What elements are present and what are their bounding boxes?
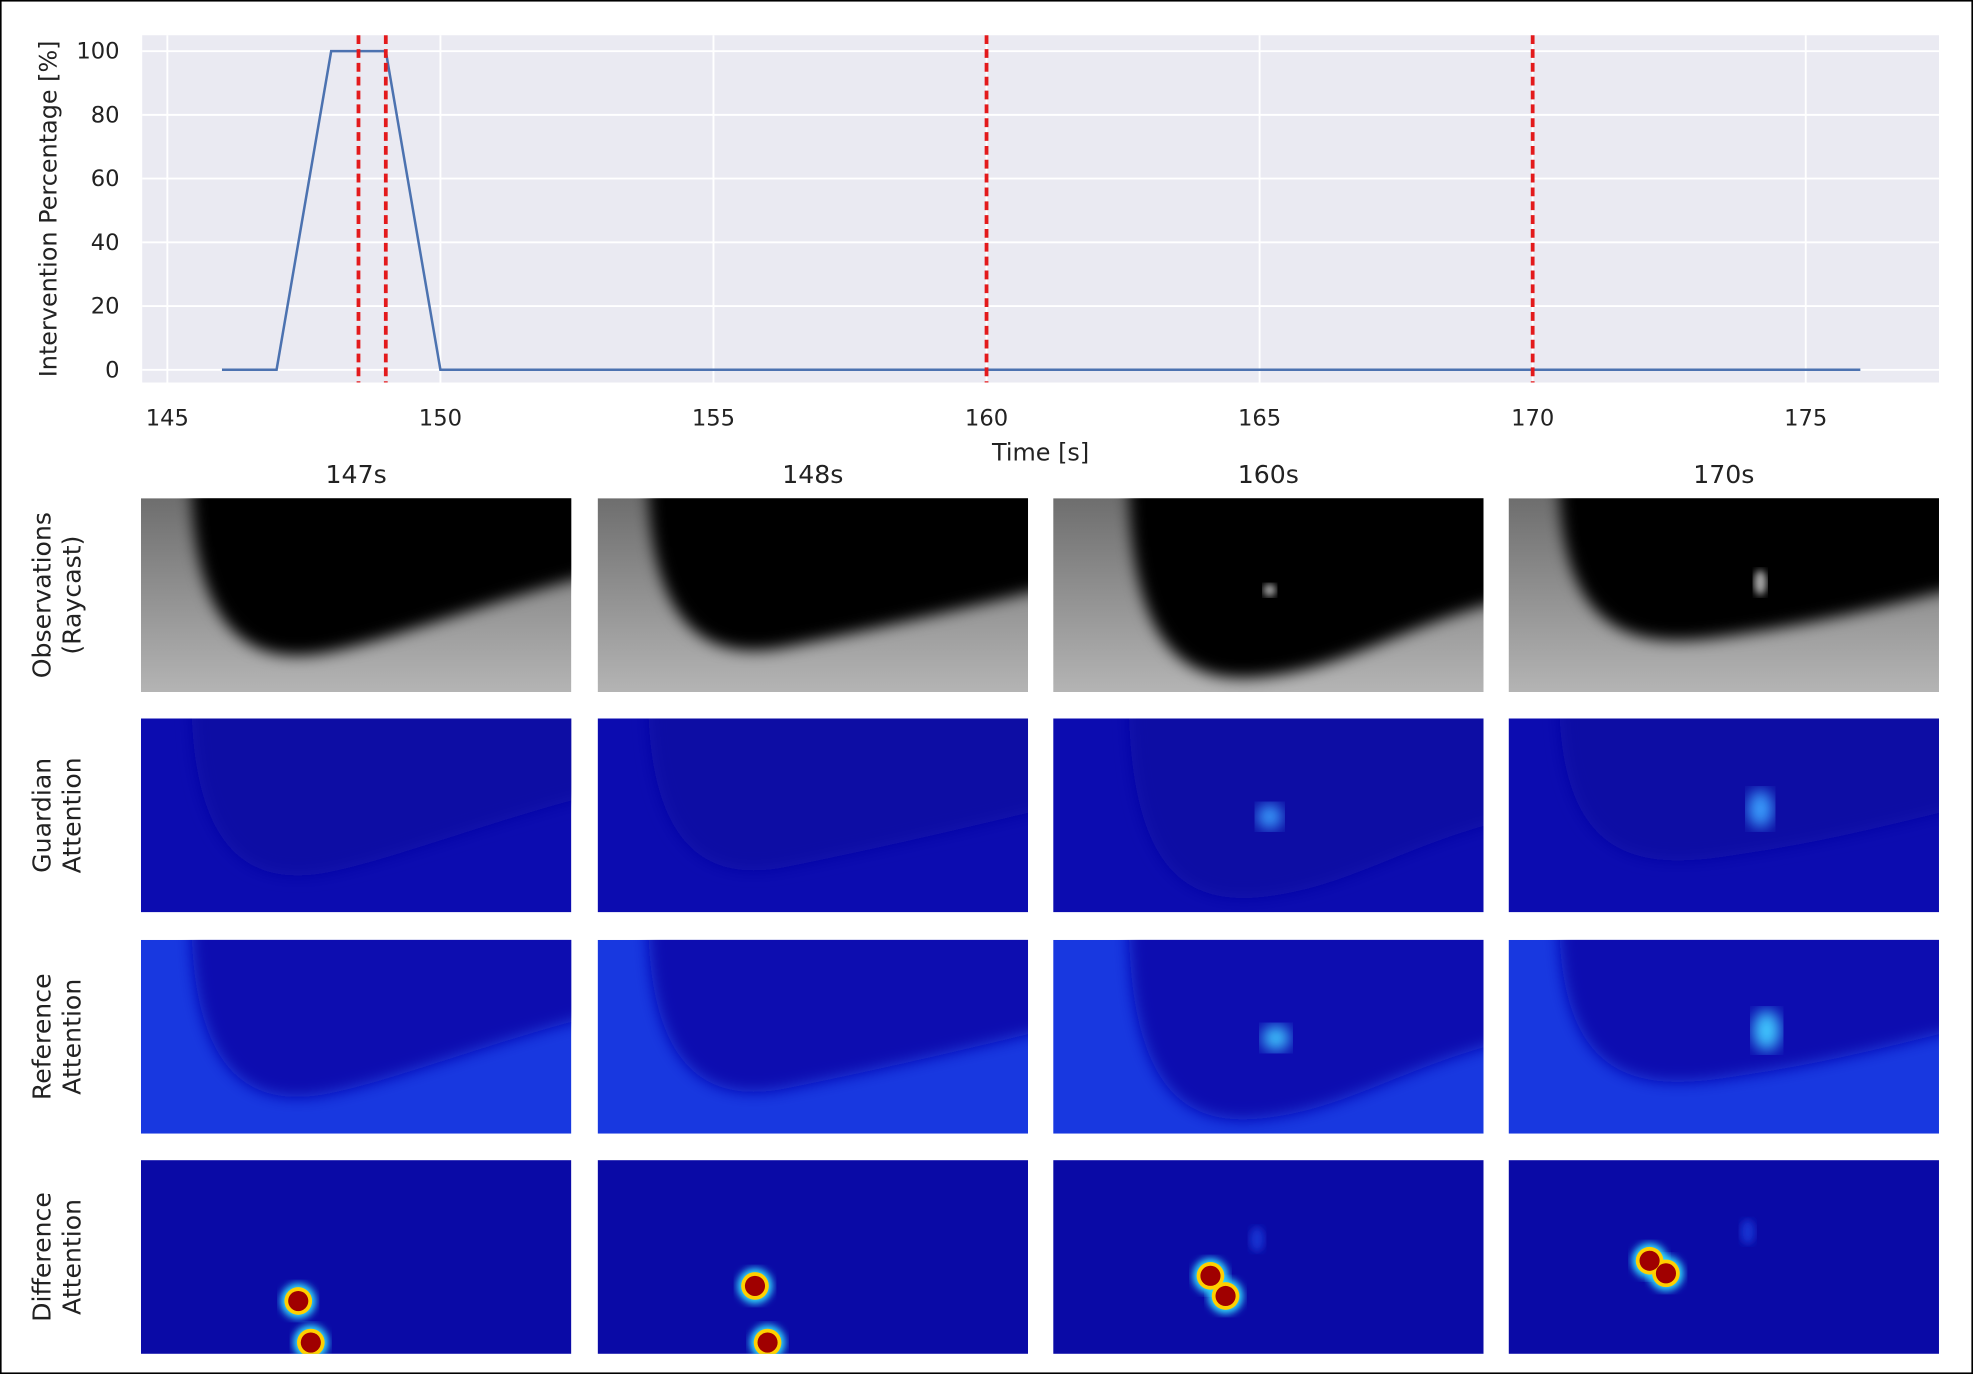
row-label: Attention [58,979,87,1095]
x-tick-label: 150 [419,405,462,431]
image-region [191,498,572,656]
y-tick-label: 80 [91,102,120,128]
image-panel [1508,1160,1939,1354]
plot-background [142,35,1939,383]
blob-core [1655,1263,1677,1284]
image-spot [1257,804,1283,830]
x-tick-label: 175 [1784,405,1827,431]
image-spot [1754,569,1767,596]
image-panel [597,1160,1029,1354]
image-bg [597,1160,1029,1354]
blob-core [1200,1265,1221,1286]
image-bg [140,1160,572,1354]
image-region [1559,498,1939,641]
blob-core [300,1332,321,1353]
image-spot [1747,790,1773,828]
blob-core [1215,1285,1236,1307]
column-title: 148s [782,460,843,489]
image-spot [1752,1010,1781,1051]
row-label: Reference [27,973,56,1100]
image-region [1129,939,1484,1120]
image-panel [1508,718,1939,913]
y-axis-label: Intervention Percentage [%] [35,40,63,377]
image-spot [1262,1025,1290,1051]
x-tick-label: 160 [965,405,1008,431]
y-tick-label: 0 [105,357,119,383]
image-region [648,498,1029,651]
image-panel [1053,1160,1484,1354]
image-region [1129,718,1484,899]
blob-core [288,1290,309,1312]
image-panel [597,939,1029,1134]
blob-core [1639,1250,1660,1271]
image-panel [597,718,1029,913]
blob-core [744,1275,766,1296]
image-region [648,939,1029,1092]
image-bg [1508,1160,1939,1354]
image-spot [1740,1219,1756,1245]
image-bg [1053,1160,1484,1354]
image-panel [1053,498,1484,693]
y-tick-label: 40 [91,230,120,256]
row-label: Observations [27,512,56,678]
image-panel [1053,718,1484,913]
y-tick-label: 100 [76,39,119,65]
blob-core [757,1332,778,1353]
image-region [1129,498,1484,678]
x-tick-label: 165 [1238,405,1281,431]
image-region [1559,718,1939,861]
image-panel [140,718,572,913]
image-region [191,939,572,1097]
image-panel [1508,939,1939,1134]
image-panel [140,939,572,1134]
image-region [1559,939,1939,1082]
x-tick-label: 155 [692,405,735,431]
column-title: 160s [1238,460,1299,489]
row-label: Difference [27,1192,56,1322]
image-spot [1249,1226,1265,1252]
image-panel [1508,498,1939,693]
image-panel [140,1160,572,1354]
row-label: Attention [58,1199,87,1315]
image-spot [1263,583,1276,597]
x-tick-label: 170 [1511,405,1554,431]
column-title: 147s [326,460,387,489]
row-label: Attention [58,757,87,873]
image-panel [1053,939,1484,1134]
image-region [191,718,572,876]
y-tick-label: 60 [91,166,120,192]
x-axis-label: Time [s] [991,439,1089,467]
image-region [648,718,1029,871]
image-panel [140,498,572,693]
column-title: 170s [1693,460,1754,489]
y-tick-label: 20 [91,294,120,320]
x-tick-label: 145 [146,405,189,431]
row-label: Guardian [27,758,56,873]
image-panel [597,498,1029,693]
row-label: (Raycast) [58,536,87,655]
